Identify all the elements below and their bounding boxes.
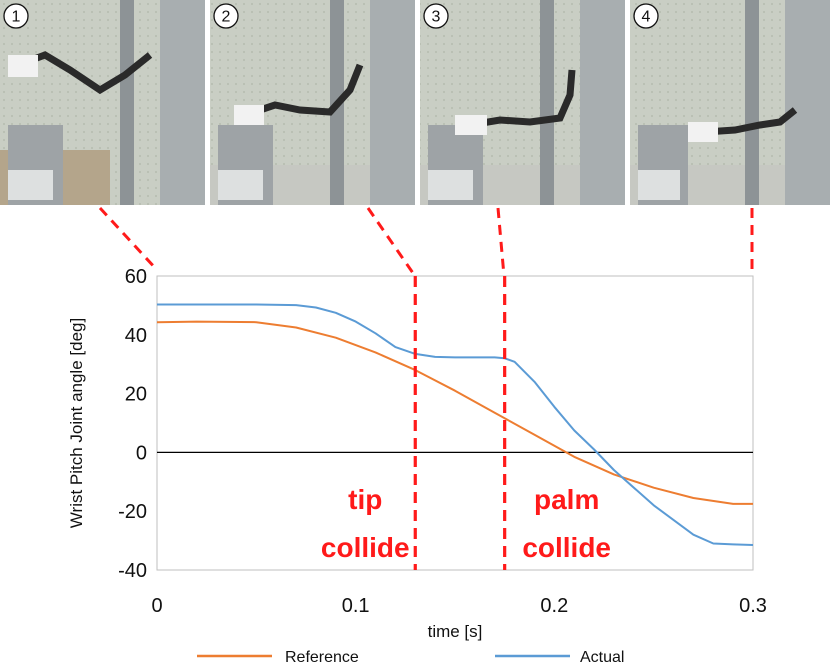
event-label: collide — [321, 532, 410, 563]
connector-3 — [496, 207, 506, 277]
photo-panel-3: 3 — [420, 0, 625, 205]
legend-label-actual: Actual — [580, 649, 624, 666]
legend: Reference Actual — [197, 649, 624, 666]
y-tick-label: -40 — [118, 560, 147, 582]
photo-connectors — [98, 206, 754, 277]
event-markers: tip collide palm collide — [321, 276, 611, 570]
event-label: tip — [348, 484, 382, 515]
x-tick-label: 0 — [151, 595, 162, 617]
svg-text:1: 1 — [12, 9, 21, 26]
series-line-reference — [157, 320, 753, 505]
badge-3: 3 — [423, 3, 449, 29]
x-tick-label: 0.2 — [540, 595, 568, 617]
legend-label-reference: Reference — [285, 649, 359, 666]
photo-panel-4: 4 — [630, 0, 830, 205]
badge-2: 2 — [213, 3, 239, 29]
event-label: collide — [522, 532, 611, 563]
x-tick-labels: 0 0.1 0.2 0.3 — [151, 595, 766, 617]
series-line-actual — [157, 303, 753, 546]
svg-text:2: 2 — [222, 9, 231, 26]
x-axis-label: time [s] — [428, 622, 483, 641]
y-tick-label: 40 — [125, 325, 147, 347]
series-lines — [157, 303, 753, 546]
line-chart: 60 40 20 0 -20 -40 0 0.1 0.2 0.3 tip collide palm c… — [67, 266, 767, 641]
connector-1 — [98, 206, 159, 272]
svg-text:4: 4 — [642, 9, 651, 26]
event-label: palm — [534, 484, 599, 515]
y-tick-label: 60 — [125, 266, 147, 288]
y-tick-label: 20 — [125, 384, 147, 406]
badge-1: 1 — [3, 3, 29, 29]
photo-panel-2: 2 — [210, 0, 415, 205]
badge-4: 4 — [633, 3, 659, 29]
y-axis-label: Wrist Pitch Joint angle [deg] — [67, 318, 86, 528]
svg-text:3: 3 — [432, 9, 441, 26]
photo-panel-1: 1 — [0, 0, 205, 205]
y-tick-label: 0 — [136, 442, 147, 464]
plot-area — [156, 275, 754, 571]
y-tick-labels: 60 40 20 0 -20 -40 — [118, 266, 147, 582]
connector-2 — [366, 207, 417, 277]
x-tick-label: 0.1 — [342, 595, 370, 617]
x-tick-label: 0.3 — [739, 595, 767, 617]
y-tick-label: -20 — [118, 501, 147, 523]
